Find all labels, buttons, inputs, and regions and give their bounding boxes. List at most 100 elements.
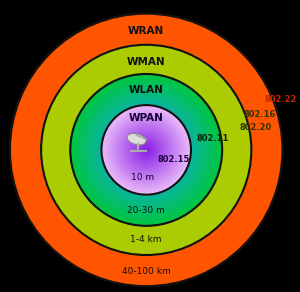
- Circle shape: [76, 80, 216, 220]
- Circle shape: [85, 88, 208, 211]
- Circle shape: [98, 101, 195, 199]
- Circle shape: [84, 87, 209, 213]
- Circle shape: [105, 109, 188, 191]
- Circle shape: [88, 91, 205, 208]
- Circle shape: [101, 105, 191, 195]
- Circle shape: [70, 74, 222, 226]
- Circle shape: [77, 80, 216, 220]
- Circle shape: [86, 89, 207, 211]
- Circle shape: [86, 90, 206, 210]
- Circle shape: [142, 145, 151, 154]
- Circle shape: [90, 94, 202, 206]
- Text: WRAN: WRAN: [128, 26, 164, 36]
- Circle shape: [128, 131, 165, 168]
- Circle shape: [136, 140, 157, 160]
- Text: 802.16: 802.16: [244, 110, 276, 119]
- Circle shape: [132, 136, 160, 164]
- Circle shape: [77, 81, 215, 219]
- Circle shape: [72, 76, 220, 224]
- Circle shape: [138, 142, 154, 158]
- Circle shape: [95, 99, 197, 201]
- Circle shape: [73, 77, 220, 223]
- Circle shape: [82, 86, 210, 213]
- Circle shape: [79, 82, 214, 217]
- Circle shape: [74, 77, 219, 223]
- Circle shape: [94, 97, 199, 202]
- Text: 20-30 m: 20-30 m: [127, 206, 165, 215]
- Circle shape: [100, 103, 193, 197]
- Circle shape: [100, 104, 192, 196]
- Circle shape: [115, 119, 177, 181]
- Circle shape: [41, 45, 251, 255]
- Circle shape: [89, 93, 203, 207]
- Circle shape: [122, 126, 170, 174]
- Circle shape: [98, 102, 194, 198]
- Circle shape: [118, 121, 175, 179]
- Circle shape: [130, 134, 162, 166]
- Text: 10 m: 10 m: [131, 173, 154, 182]
- Circle shape: [99, 103, 194, 197]
- Circle shape: [137, 141, 155, 159]
- Circle shape: [129, 133, 164, 167]
- Circle shape: [108, 112, 184, 188]
- Text: 40-100 km: 40-100 km: [122, 267, 171, 276]
- Circle shape: [93, 96, 200, 204]
- Circle shape: [102, 105, 191, 194]
- Circle shape: [94, 98, 198, 202]
- Circle shape: [113, 117, 179, 183]
- Circle shape: [88, 92, 204, 208]
- Text: WMAN: WMAN: [127, 57, 166, 67]
- Circle shape: [83, 87, 209, 213]
- Text: 802.11: 802.11: [197, 134, 229, 143]
- Circle shape: [92, 96, 200, 204]
- Circle shape: [87, 91, 205, 209]
- Circle shape: [112, 115, 181, 184]
- Circle shape: [106, 110, 186, 190]
- Circle shape: [101, 105, 191, 195]
- Circle shape: [139, 143, 153, 157]
- Circle shape: [75, 79, 218, 221]
- Circle shape: [71, 75, 221, 225]
- Circle shape: [10, 14, 283, 286]
- Text: 802.15: 802.15: [158, 155, 190, 164]
- Circle shape: [82, 86, 211, 214]
- Circle shape: [93, 97, 199, 203]
- Circle shape: [143, 146, 150, 153]
- Circle shape: [124, 128, 168, 172]
- Circle shape: [72, 76, 220, 224]
- Circle shape: [103, 106, 190, 194]
- Circle shape: [107, 111, 185, 189]
- Circle shape: [131, 135, 161, 165]
- Circle shape: [82, 85, 211, 215]
- Text: 802.20: 802.20: [240, 123, 272, 132]
- Circle shape: [110, 113, 183, 187]
- Circle shape: [144, 147, 148, 152]
- Text: 1-4 km: 1-4 km: [130, 235, 162, 244]
- Circle shape: [80, 84, 212, 216]
- Circle shape: [78, 82, 214, 218]
- Circle shape: [74, 78, 218, 222]
- Circle shape: [84, 88, 208, 212]
- Circle shape: [135, 138, 158, 161]
- Circle shape: [120, 124, 173, 176]
- Circle shape: [125, 129, 167, 171]
- Circle shape: [145, 149, 148, 151]
- Circle shape: [140, 144, 152, 156]
- Text: WPAN: WPAN: [129, 113, 164, 123]
- Circle shape: [96, 100, 196, 200]
- Circle shape: [74, 78, 218, 222]
- Circle shape: [104, 107, 189, 192]
- Circle shape: [76, 79, 217, 220]
- Circle shape: [96, 100, 196, 200]
- Circle shape: [98, 102, 194, 198]
- Ellipse shape: [127, 133, 146, 145]
- Circle shape: [121, 125, 172, 175]
- Circle shape: [85, 89, 207, 211]
- Text: 802.22: 802.22: [265, 95, 297, 104]
- Circle shape: [89, 93, 203, 207]
- Circle shape: [91, 95, 201, 205]
- Circle shape: [71, 74, 222, 225]
- Circle shape: [127, 130, 166, 169]
- Circle shape: [116, 120, 176, 180]
- Text: WLAN: WLAN: [129, 85, 164, 95]
